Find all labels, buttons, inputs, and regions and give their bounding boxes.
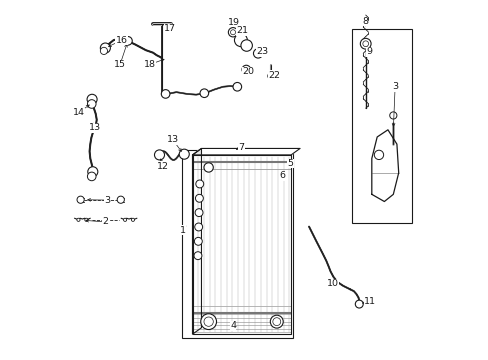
Circle shape <box>77 218 80 221</box>
Text: 16: 16 <box>116 36 127 45</box>
Text: 13: 13 <box>166 135 179 144</box>
Circle shape <box>242 65 250 74</box>
Circle shape <box>154 150 164 160</box>
Text: 19: 19 <box>227 18 239 27</box>
Text: 1: 1 <box>180 226 185 235</box>
Circle shape <box>355 300 363 308</box>
Circle shape <box>241 40 252 51</box>
Circle shape <box>267 73 274 79</box>
Circle shape <box>88 167 98 177</box>
Circle shape <box>84 218 88 221</box>
Text: 13: 13 <box>88 123 101 132</box>
Circle shape <box>272 318 280 325</box>
Polygon shape <box>371 130 398 202</box>
Circle shape <box>253 49 262 58</box>
Circle shape <box>194 237 202 245</box>
Circle shape <box>194 223 202 231</box>
Text: 12: 12 <box>157 162 168 171</box>
Bar <box>351 30 411 223</box>
Circle shape <box>131 218 134 221</box>
Circle shape <box>179 149 189 159</box>
Circle shape <box>100 43 110 53</box>
Polygon shape <box>192 148 300 155</box>
Circle shape <box>161 90 169 98</box>
Circle shape <box>195 194 203 202</box>
Circle shape <box>117 196 124 203</box>
Circle shape <box>123 218 126 221</box>
Polygon shape <box>192 148 201 334</box>
Text: 14: 14 <box>73 108 84 117</box>
Circle shape <box>373 150 383 159</box>
Circle shape <box>234 34 247 46</box>
Polygon shape <box>192 155 290 334</box>
Text: 5: 5 <box>287 159 293 168</box>
Circle shape <box>201 314 216 329</box>
Text: 15: 15 <box>114 60 126 69</box>
Circle shape <box>87 100 96 108</box>
Circle shape <box>389 112 396 119</box>
Circle shape <box>87 94 97 104</box>
Circle shape <box>203 163 213 172</box>
Circle shape <box>230 30 235 35</box>
Circle shape <box>228 28 237 37</box>
Circle shape <box>87 172 96 181</box>
Circle shape <box>203 317 213 326</box>
Text: 7: 7 <box>238 143 244 152</box>
Text: 3: 3 <box>391 82 397 91</box>
Text: 17: 17 <box>163 24 176 33</box>
Circle shape <box>123 37 132 45</box>
Circle shape <box>100 47 107 54</box>
Text: 8: 8 <box>361 17 367 26</box>
Text: 21: 21 <box>236 26 248 35</box>
Text: 20: 20 <box>242 67 254 76</box>
Text: 6: 6 <box>279 171 285 180</box>
Bar <box>182 149 292 338</box>
Circle shape <box>194 252 202 260</box>
Text: 18: 18 <box>143 60 156 69</box>
Text: 3: 3 <box>104 195 110 204</box>
Circle shape <box>200 89 208 98</box>
Circle shape <box>195 209 203 217</box>
Circle shape <box>77 196 84 203</box>
Circle shape <box>362 41 368 46</box>
Text: 4: 4 <box>229 321 236 330</box>
Text: 2: 2 <box>102 217 108 226</box>
Circle shape <box>360 39 370 49</box>
Text: 23: 23 <box>256 48 268 57</box>
Text: 9: 9 <box>366 48 371 57</box>
Text: 11: 11 <box>363 297 375 306</box>
Circle shape <box>195 180 203 188</box>
Text: 22: 22 <box>267 71 279 80</box>
Circle shape <box>270 315 283 328</box>
Circle shape <box>233 82 241 91</box>
Text: 10: 10 <box>326 279 338 288</box>
